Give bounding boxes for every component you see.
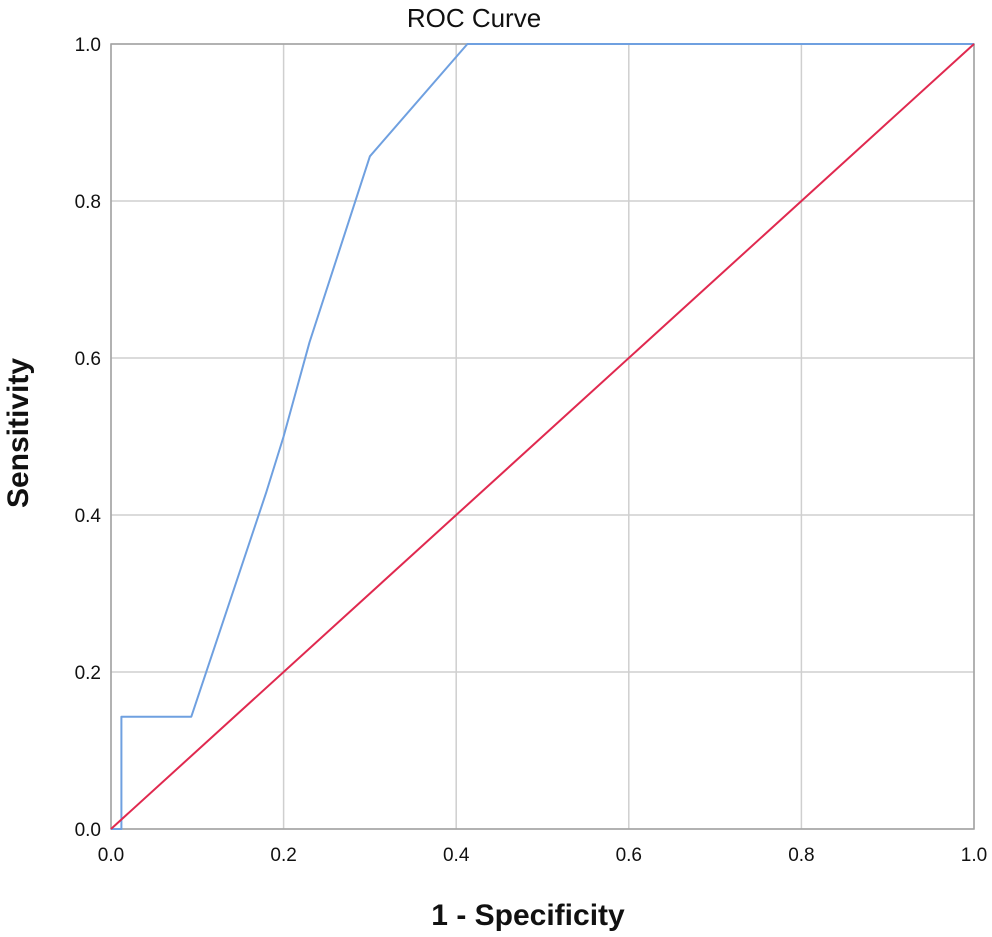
x-axis-label: 1 - Specificity [431,899,625,932]
x-tick-label: 0.4 [443,845,470,866]
chart-title: ROC Curve [407,3,541,33]
x-tick-label: 0.0 [98,845,124,866]
reference-line [110,43,975,830]
series-layer [110,43,975,830]
x-tick-label: 0.2 [270,845,296,866]
y-tick-label: 0.0 [75,820,101,841]
y-tick-label: 0.8 [75,192,101,213]
y-axis-label: Sensitivity [2,358,35,508]
x-tick-label: 0.8 [788,845,814,866]
roc-curve-line [111,43,974,830]
y-tick-label: 0.2 [75,663,101,684]
x-tick-label: 0.6 [616,845,642,866]
y-tick-label: 1.0 [75,35,101,56]
x-tick-label: 1.0 [961,845,987,866]
tick-labels: 0.0 0.2 0.4 0.6 0.8 1.0 0.0 0.2 0.4 0.6 0.8 1.0 [75,35,988,866]
y-tick-label: 0.4 [75,506,102,527]
y-tick-label: 0.6 [75,349,101,370]
